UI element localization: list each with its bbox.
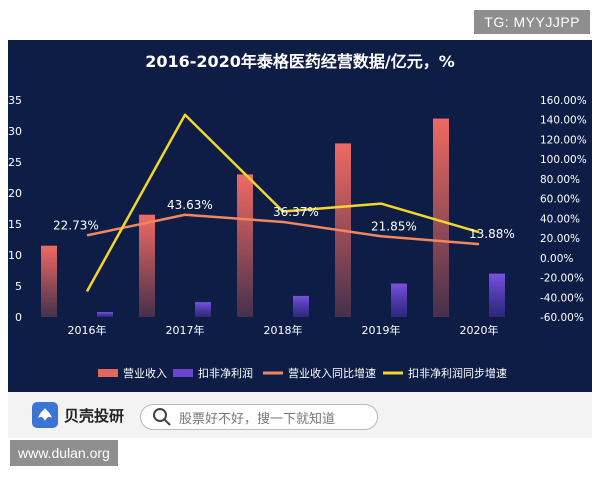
y-right-tick-label: -40.00% [540,292,584,304]
legend-label: 营业收入同比增速 [288,366,376,380]
footer-bar: 贝壳投研 股票好不好，搜一下就知道 [8,392,592,438]
profit-bar [195,302,211,317]
y-left-tick-label: 20 [8,187,22,200]
x-axis: 2016年 2017年 2018年 2019年 2020年 [68,323,499,337]
y-right-tick-label: 20.00% [540,233,580,245]
profit-bar [293,295,309,317]
bar-series [41,118,505,317]
y-right-tick-label: 60.00% [540,194,580,206]
y-right-tick-label: 40.00% [540,213,580,225]
y-right-tick-label: 120.00% [540,134,587,146]
y-left-tick-label: 10 [8,249,22,262]
legend-swatch [98,369,118,377]
watermark-bottom: www.dulan.org [10,440,118,466]
chart-title: 2016-2020年泰格医药经营数据/亿元，% [145,52,455,71]
revenue-growth-label: 22.73% [53,218,99,232]
y-left-tick-label: 25 [8,156,22,169]
revenue-growth-line [86,213,480,246]
legend-label: 扣非净利润同步增速 [408,366,507,380]
y-right-tick-label: -60.00% [540,312,584,324]
brand-name: 贝壳投研 [64,406,125,425]
y-right-tick-label: 0.00% [540,253,573,265]
y-left-tick-label: 30 [8,125,22,138]
legend-swatch [173,369,193,377]
bear-logo-icon [32,402,58,428]
y-right-tick-label: -20.00% [540,273,584,285]
y-right-tick-label: 80.00% [540,174,580,186]
revenue-bar [433,118,449,317]
left-axis: 0 5 10 15 20 25 30 35 [8,94,22,324]
x-tick-label: 2020年 [460,323,499,337]
x-tick-label: 2017年 [166,323,205,337]
search-placeholder: 股票好不好，搜一下就知道 [179,411,336,427]
chart-card: 2016-2020年泰格医药经营数据/亿元，% 0 5 10 15 20 25 30 35 -… [8,40,592,392]
revenue-bar [139,214,155,317]
legend-label: 扣非净利润 [198,366,253,380]
profit-bar [391,283,407,317]
chart-svg: 0 5 10 15 20 25 30 35 -60.00% -40.00% -20.00% 0.00… [8,94,587,380]
revenue-growth-label: 36.37% [273,205,319,219]
y-right-tick-label: 160.00% [540,95,587,107]
line-series [85,113,480,292]
revenue-bar [237,174,253,317]
x-tick-label: 2018年 [264,323,303,337]
right-axis: -60.00% -40.00% -20.00% 0.00% 20.00% 40.00% 60… [540,95,587,324]
y-left-tick-label: 15 [8,218,22,231]
y-left-tick-label: 5 [15,280,22,293]
brand[interactable]: 贝壳投研 [32,402,124,428]
revenue-growth-label: 13.88% [469,227,515,241]
x-tick-label: 2016年 [68,323,107,337]
revenue-bar [41,245,57,317]
legend: 营业收入 扣非净利润 营业收入同比增速 扣非净利润同步增速 [98,366,507,380]
data-labels: 22.73% 43.63% 36.37% 21.85% 13.88% [53,198,515,241]
profit-growth-line [85,113,480,292]
y-right-tick-label: 140.00% [540,115,587,127]
watermark-top: TG: MYYJJPP [474,10,590,34]
revenue-growth-label: 43.63% [167,198,213,212]
search-input[interactable]: 股票好不好，搜一下就知道 [140,404,378,430]
revenue-growth-label: 21.85% [371,219,417,233]
profit-bar [489,273,505,317]
y-right-tick-label: 100.00% [540,154,587,166]
y-left-tick-label: 35 [8,94,22,107]
search-icon [153,408,171,426]
legend-label: 营业收入 [123,366,167,380]
y-left-tick-label: 0 [15,311,22,324]
profit-bar [97,312,113,317]
x-tick-label: 2019年 [362,323,401,337]
